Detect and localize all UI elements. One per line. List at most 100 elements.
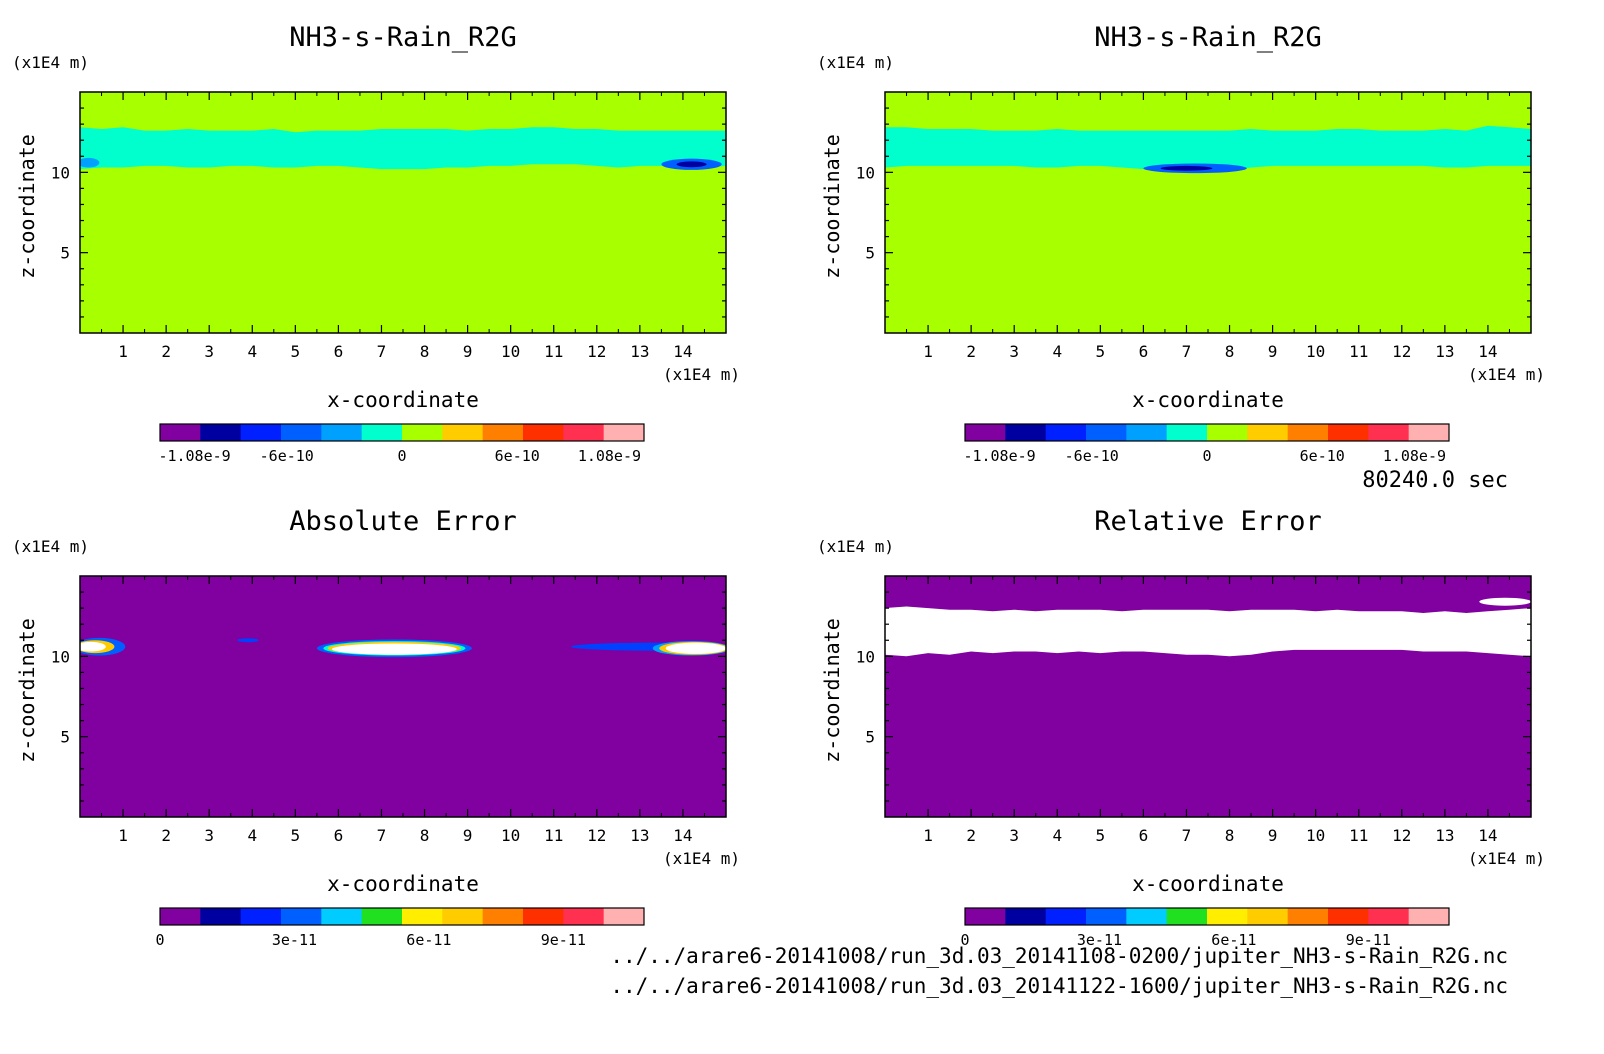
colorbar-swatch [240,424,282,441]
chart-title: NH3-s-Rain_R2G [289,22,517,53]
colorbar-swatch [240,908,282,925]
field-regions [885,597,1531,657]
x-tick-label: 14 [1478,342,1497,361]
x-tick-label: 6 [1139,826,1149,845]
colorbar-swatch [965,424,1006,441]
x-tick-label: 5 [1096,826,1106,845]
colorbar-swatch [482,908,524,925]
x-tick-label: 1 [923,342,933,361]
contour-band-1 [885,125,1531,173]
field-background [885,92,1531,333]
colorbar-tick-label: 1.08e-9 [578,447,641,465]
colorbar-swatch [1408,424,1450,441]
colorbar-swatch [1408,908,1450,925]
x-tick-label: 12 [587,342,606,361]
colorbar-tick-label: 0 [960,931,969,949]
chart-title: Relative Error [1094,506,1322,537]
colorbar-swatch [603,424,645,441]
contour-blob-12 [665,642,726,654]
contour-blob-3 [1160,165,1213,171]
colorbar-tick-label: 0 [155,931,164,949]
x-tick-label: 8 [1225,342,1235,361]
y-tick-label: 10 [856,647,875,666]
x-tick-label: 8 [420,342,430,361]
colorbar-swatch [1045,908,1087,925]
colorbar-tick-label: 6e-10 [495,447,540,465]
x-tick-label: 11 [544,342,563,361]
x-tick-label: 14 [673,342,692,361]
colorbar-tick-label: 3e-11 [272,931,317,949]
x-axis-label: x-coordinate [327,388,479,412]
contour-blob-4 [237,638,259,643]
colorbar-swatch [482,424,524,441]
colorbar-swatch [1126,908,1168,925]
x-tick-label: 9 [463,826,473,845]
x-tick-label: 14 [1478,826,1497,845]
x-tick-label: 7 [1182,826,1192,845]
contour-blob-3 [80,641,106,652]
x-tick-label: 2 [966,342,976,361]
colorbar-frame [964,423,1450,442]
colorbar-swatch [965,908,1006,925]
y-axis-label: z-coordinate [820,618,844,763]
colorbar-tick-label: 9e-11 [541,931,586,949]
time-label: 80240.0 sec [1362,468,1508,493]
colorbar-tick-label: 6e-10 [1300,447,1345,465]
field-background [80,92,726,333]
contour-blob-8 [331,643,457,655]
colorbar-swatch [402,908,443,925]
x-tick-label: 10 [501,826,520,845]
colorbar-swatch [160,908,201,925]
contour-blob-3 [676,161,707,168]
x-tick-label: 4 [1052,342,1062,361]
contour-blob-2 [1479,597,1531,606]
colorbar-swatch [1086,908,1127,925]
x-tick-label: 6 [334,826,344,845]
x-tick-label: 5 [291,826,301,845]
colorbar-swatch [1126,424,1168,441]
colorbar-tick-label: -6e-10 [260,447,314,465]
colorbar-swatch [523,424,564,441]
x-tick-label: 5 [1096,342,1106,361]
contour-band-1 [80,127,726,170]
x-tick-label: 7 [377,826,387,845]
y-unit-label: (x1E4 m) [12,53,89,72]
x-tick-label: 10 [1306,342,1325,361]
x-tick-label: 8 [1225,826,1235,845]
colorbar-frame [964,907,1450,926]
colorbar-swatch [1166,424,1208,441]
colorbar-swatch [442,908,484,925]
x-unit-label: (x1E4 m) [1468,365,1545,384]
x-tick-label: 7 [1182,342,1192,361]
colorbar-swatch [361,424,403,441]
x-tick-label: 4 [247,826,257,845]
x-tick-label: 2 [161,342,171,361]
x-tick-label: 8 [420,826,430,845]
contour-blob-4 [80,157,100,168]
colorbar-swatch [1328,424,1369,441]
x-tick-label: 4 [247,342,257,361]
colorbar-frame [159,423,645,442]
x-tick-label: 5 [291,342,301,361]
colorbar-swatch [1086,424,1127,441]
colorbar-swatch [200,908,242,925]
colorbar-tick-label: 1.08e-9 [1383,447,1446,465]
x-tick-label: 12 [1392,342,1411,361]
y-tick-label: 5 [60,244,70,263]
colorbar-swatch [1328,908,1369,925]
x-tick-label: 9 [1268,342,1278,361]
footer-file-1: ../../arare6-20141008/run_3d.03_20141108… [610,944,1508,968]
colorbar-tick-label: 6e-11 [406,931,451,949]
y-tick-label: 10 [856,163,875,182]
field-regions [885,125,1531,174]
x-tick-label: 13 [630,342,649,361]
x-tick-label: 10 [1306,826,1325,845]
y-tick-label: 10 [51,647,70,666]
y-unit-label: (x1E4 m) [817,53,894,72]
colorbar-swatch [361,908,403,925]
colorbar-swatch [1368,424,1410,441]
y-axis-label: z-coordinate [15,134,39,279]
colorbar-swatch [1207,424,1248,441]
colorbar-swatch [1166,908,1208,925]
